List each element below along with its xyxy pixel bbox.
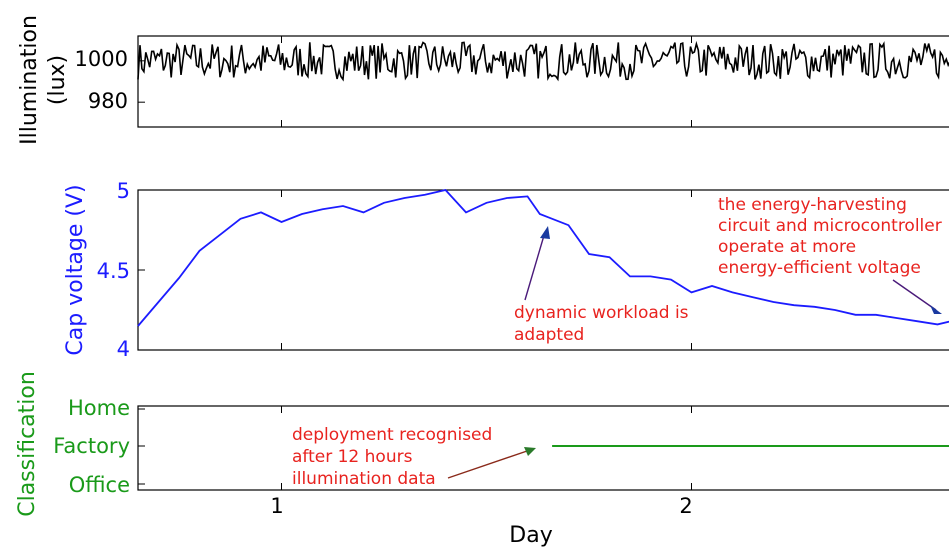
panel-illumination: 1000 980 Illumination (lux) (17, 15, 949, 145)
series-line-illumination (137, 40, 949, 82)
y-axis-label-illumination: Illumination (17, 15, 42, 145)
y-axis-label-illumination-unit: (lux) (45, 55, 70, 105)
y-tick-label-office: Office (69, 473, 130, 497)
y-axis-label-cap-voltage: Cap voltage (V) (63, 184, 88, 355)
arrow-deployment (447, 447, 536, 479)
x-axis-label: Day (509, 523, 552, 548)
y-tick-label-home: Home (68, 396, 130, 420)
annotation-dynamic-workload: dynamic workload is adapted (514, 303, 694, 345)
y-tick-label-factory: Factory (53, 434, 130, 458)
y-axis-label-classification: Classification (15, 371, 40, 517)
arrow-energy-efficient (892, 279, 942, 314)
plot-frame-classification (137, 405, 949, 491)
y-tick-label-4: 4 (117, 337, 130, 361)
x-tick-label-2: 2 (679, 494, 692, 518)
arrow-dynamic-workload (524, 226, 550, 301)
y-tick-label-4-5: 4.5 (97, 259, 130, 283)
y-tick-label-5: 5 (117, 179, 130, 203)
plot-frame-illumination (137, 35, 949, 128)
panel-cap-voltage: 5 4.5 4 Cap voltage (V) dynamic workload… (63, 179, 949, 361)
annotation-deployment: deployment recognised after 12 hours ill… (292, 425, 498, 489)
series-line-cap-voltage (137, 189, 949, 327)
y-tick-label-1000: 1000 (75, 47, 128, 71)
y-tick-label-980: 980 (88, 89, 128, 113)
annotation-energy-harvesting: the energy-harvesting circuit and microc… (718, 195, 947, 278)
panel-classification: Home Factory Office Classification deplo… (15, 371, 949, 548)
x-tick-label-1: 1 (270, 494, 283, 518)
